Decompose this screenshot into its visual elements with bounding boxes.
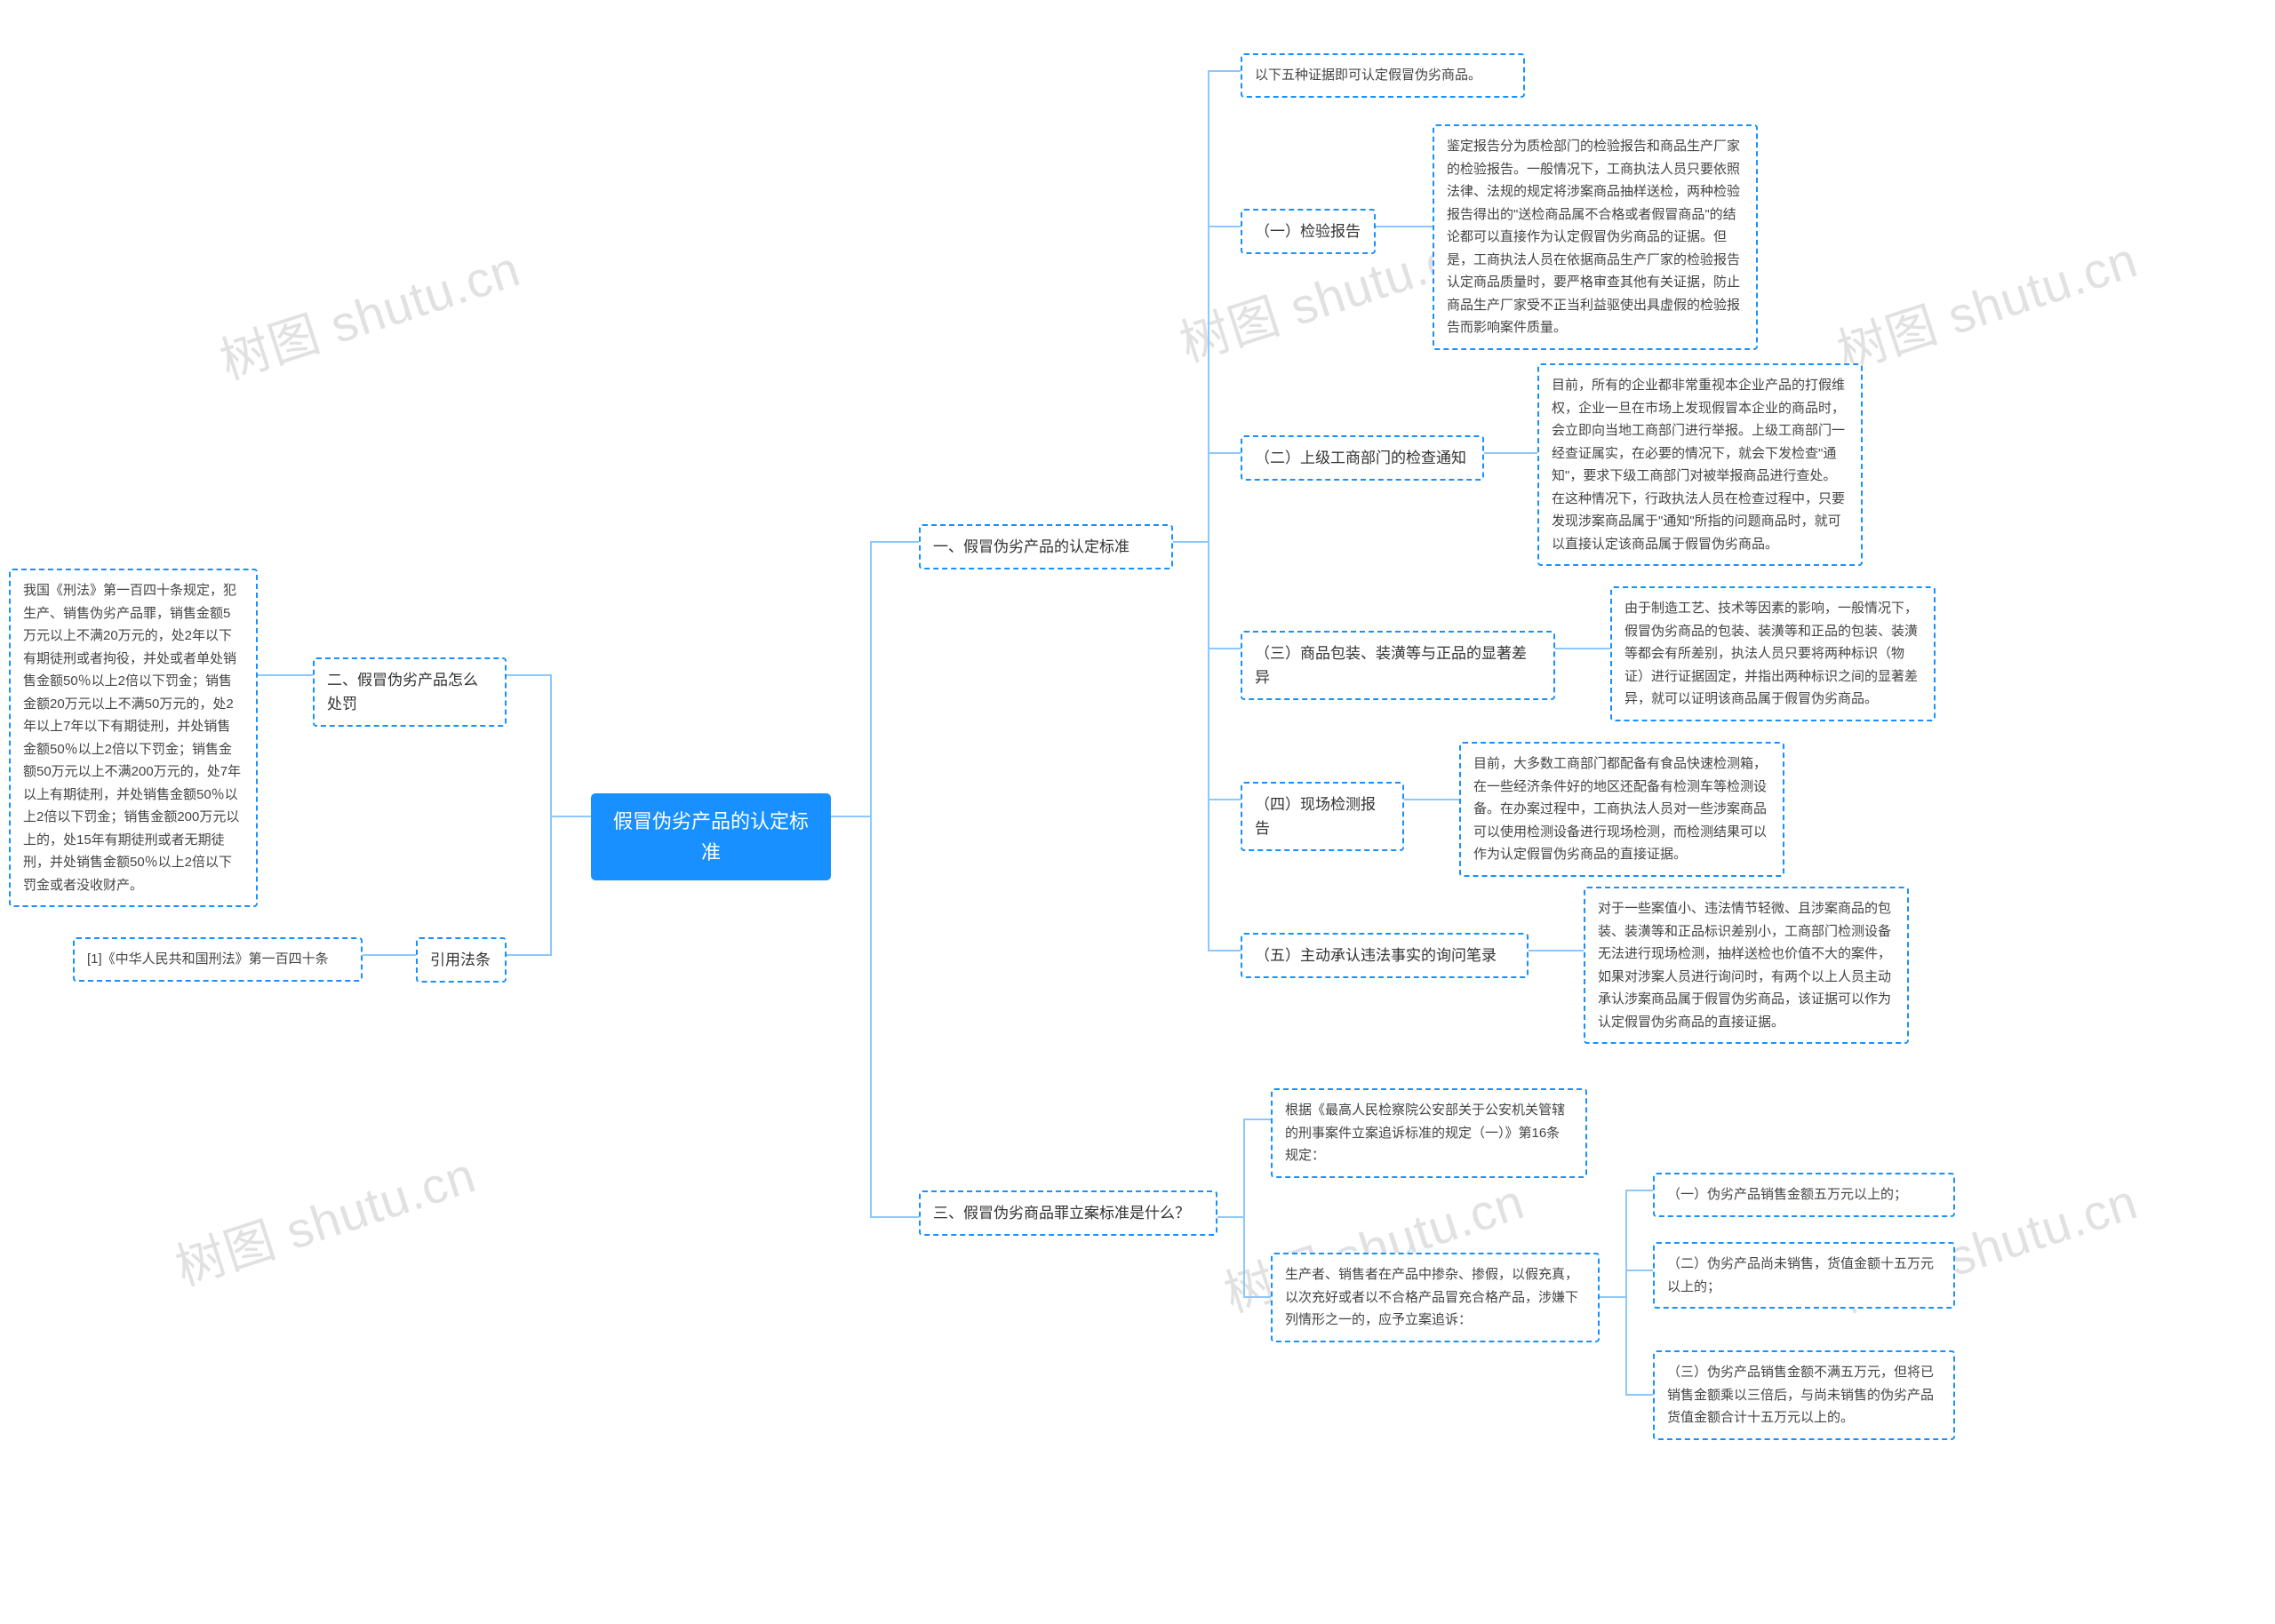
branch-1-intro: 以下五种证据即可认定假冒伪劣商品。 bbox=[1241, 53, 1525, 98]
branch-1-c5-text: 对于一些案值小、违法情节轻微、且涉案商品的包装、装潢等和正品标识差别小，工商部门… bbox=[1584, 887, 1909, 1044]
branch-3-intro: 根据《最高人民检察院公安部关于公安机关管辖的刑事案件立案追诉标准的规定（一）》第… bbox=[1271, 1088, 1587, 1178]
branch-3-sub: 生产者、销售者在产品中掺杂、掺假，以假充真，以次充好或者以不合格产品冒充合格产品… bbox=[1271, 1253, 1600, 1342]
branch-1-c1-text: 鉴定报告分为质检部门的检验报告和商品生产厂家的检验报告。一般情况下，工商执法人员… bbox=[1433, 124, 1758, 350]
branch-2[interactable]: 二、假冒伪劣产品怎么处罚 bbox=[313, 657, 507, 727]
branch-1-c3-text: 由于制造工艺、技术等因素的影响，一般情况下，假冒伪劣商品的包装、装潢等和正品的包… bbox=[1610, 586, 1936, 721]
branch-1-c2-text: 目前，所有的企业都非常重视本企业产品的打假维权，企业一旦在市场上发现假冒本企业的… bbox=[1537, 363, 1863, 566]
branch-2-text: 我国《刑法》第一百四十条规定，犯生产、销售伪劣产品罪，销售金额5万元以上不满20… bbox=[9, 569, 258, 907]
branch-3-i2: （二）伪劣产品尚未销售，货值金额十五万元以上的； bbox=[1653, 1242, 1955, 1309]
root-node[interactable]: 假冒伪劣产品的认定标准 bbox=[591, 793, 831, 880]
branch-1[interactable]: 一、假冒伪劣产品的认定标准 bbox=[919, 524, 1173, 569]
branch-4[interactable]: 引用法条 bbox=[416, 937, 507, 983]
branch-4-text: [1]《中华人民共和国刑法》第一百四十条 bbox=[73, 937, 363, 982]
branch-3-i3: （三）伪劣产品销售金额不满五万元，但将已销售金额乘以三倍后，与尚未销售的伪劣产品… bbox=[1653, 1350, 1955, 1440]
mindmap-canvas: 树图 shutu.cn 树图 shutu.cn 树图 shutu.cn 树图 s… bbox=[0, 0, 2275, 1624]
branch-1-c2[interactable]: （二）上级工商部门的检查通知 bbox=[1241, 435, 1484, 481]
branch-1-c1[interactable]: （一）检验报告 bbox=[1241, 209, 1376, 254]
branch-3-i1: （一）伪劣产品销售金额五万元以上的； bbox=[1653, 1173, 1955, 1217]
root-label: 假冒伪劣产品的认定标准 bbox=[613, 810, 809, 864]
branch-1-c4[interactable]: （四）现场检测报告 bbox=[1241, 782, 1404, 851]
branch-1-c5[interactable]: （五）主动承认违法事实的询问笔录 bbox=[1241, 933, 1529, 978]
branch-1-label: 一、假冒伪劣产品的认定标准 bbox=[933, 538, 1130, 555]
branch-1-c3[interactable]: （三）商品包装、装潢等与正品的显著差异 bbox=[1241, 631, 1555, 700]
branch-1-c4-text: 目前，大多数工商部门都配备有食品快速检测箱，在一些经济条件好的地区还配备有检测车… bbox=[1459, 742, 1784, 877]
branch-3[interactable]: 三、假冒伪劣商品罪立案标准是什么？ bbox=[919, 1190, 1217, 1236]
